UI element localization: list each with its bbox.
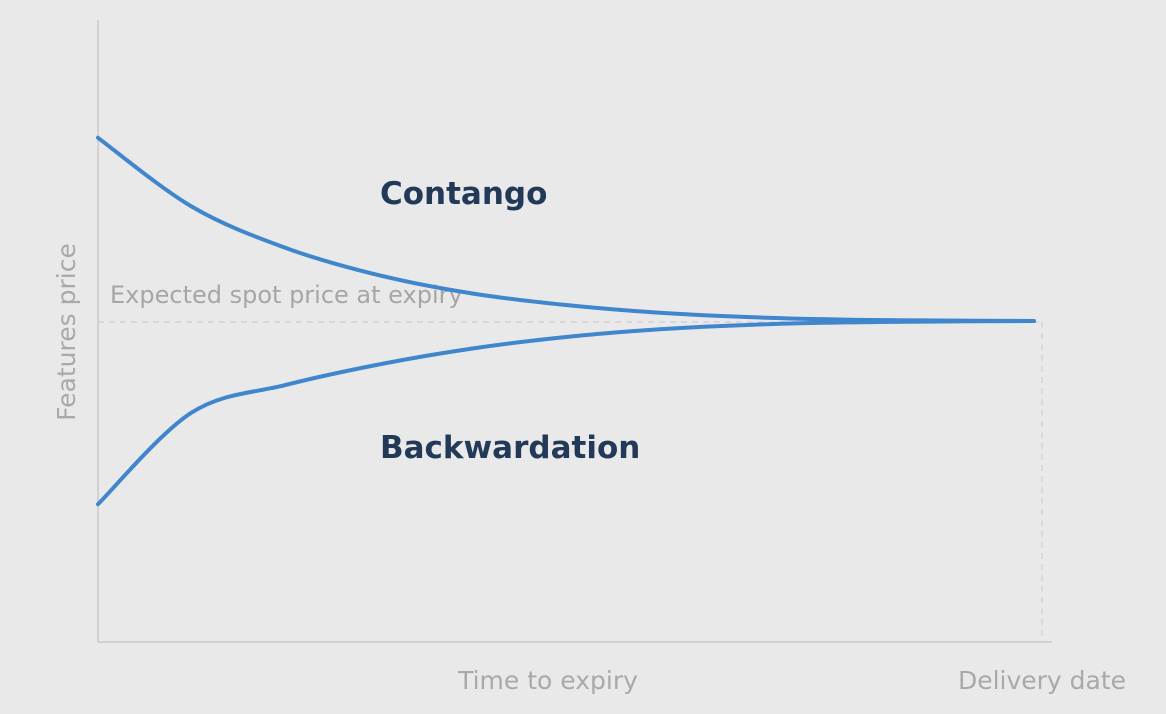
expected-spot-price-label: Expected spot price at expiry (110, 281, 463, 309)
series-line-backwardation (96, 319, 1036, 507)
x-axis-label: Time to expiry (457, 666, 638, 695)
series-label-backwardation: Backwardation (380, 430, 640, 466)
series-label-contango: Contango (380, 176, 547, 212)
y-axis-label: Features price (52, 243, 81, 421)
series-line-contango (96, 135, 1036, 323)
x-axis-end-label: Delivery date (958, 666, 1126, 695)
series-layer (96, 135, 1036, 507)
